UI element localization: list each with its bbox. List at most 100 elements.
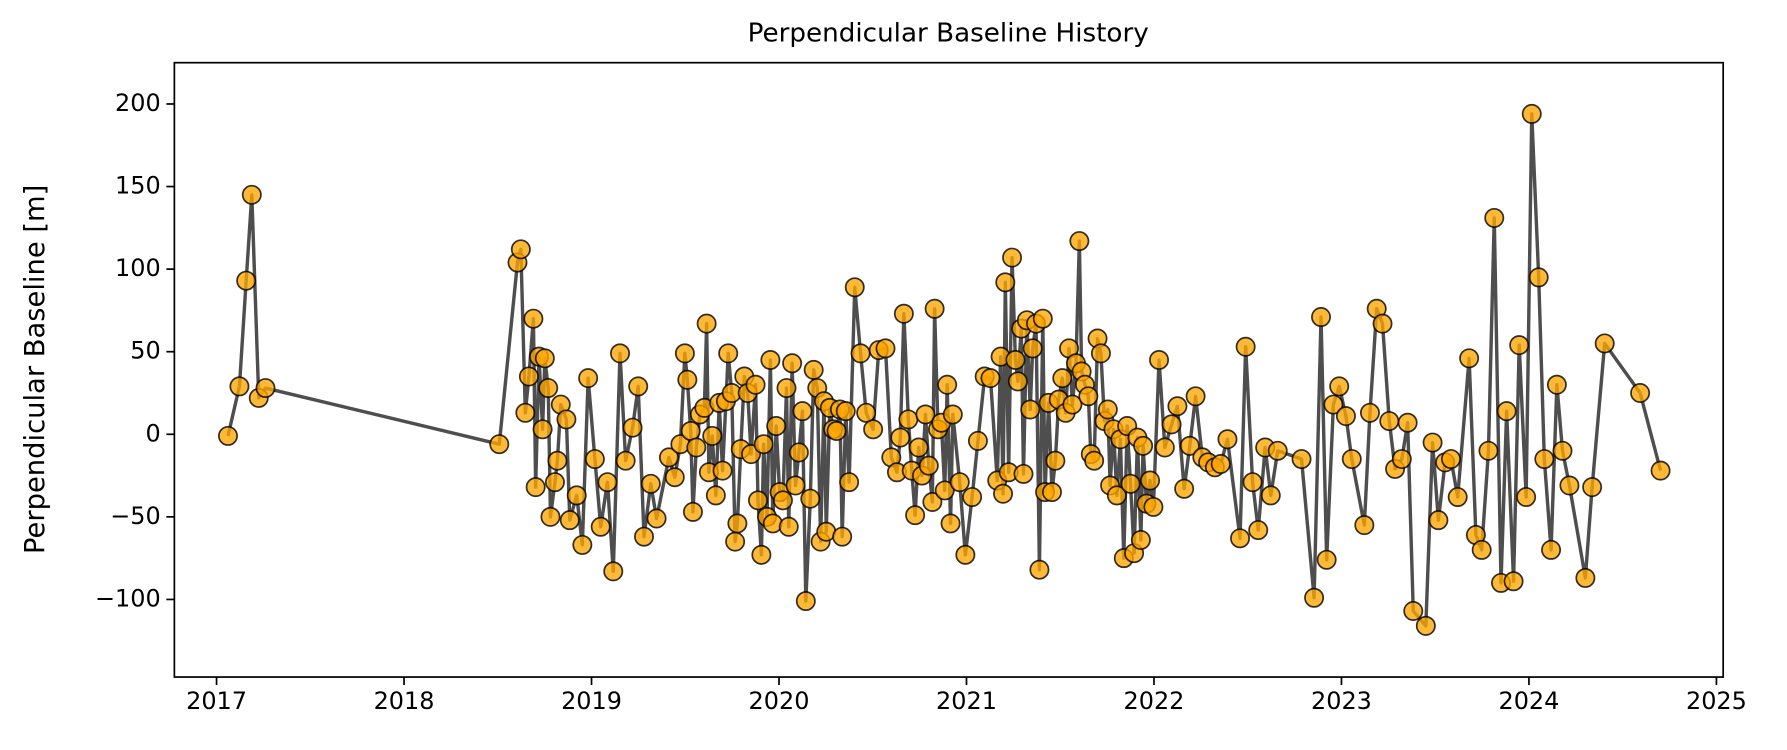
data-point [1084,450,1105,471]
data-point [236,270,257,291]
data-point [967,430,988,451]
data-point [844,277,865,298]
data-point [556,409,577,430]
data-point [1546,374,1567,395]
data-point [826,421,847,441]
data-point [658,447,679,468]
data-point [1133,435,1154,456]
data-point [962,487,983,508]
chart-title: Perpendicular Baseline History [748,19,1149,49]
data-point [993,483,1014,504]
x-tick-label: 2025 [1686,687,1747,715]
data-point [696,313,717,334]
data-point [1143,496,1164,517]
data-point [1007,371,1028,392]
data-point [1130,530,1151,550]
data-point [1403,601,1424,621]
data-point [1541,539,1562,560]
x-tick-label: 2023 [1311,687,1372,715]
data-point [566,485,587,506]
x-tick-label: 2021 [936,687,997,715]
x-tick-label: 2022 [1124,687,1185,715]
data-point [1341,449,1362,470]
data-point [839,472,860,493]
data-point [1069,231,1090,252]
data-point [937,374,958,395]
y-tick-label: 100 [115,254,161,282]
data-point [1304,587,1325,608]
data-point [1260,485,1281,506]
data-point [1005,349,1026,370]
data-point [980,368,1001,389]
data-point [725,531,746,552]
data-point [1650,460,1671,481]
data-point [532,419,553,440]
data-point [584,449,605,470]
data-point [1020,399,1041,420]
data-point [1316,549,1337,570]
data-point [1503,571,1524,592]
data-point [778,516,799,537]
data-point [1484,207,1505,228]
x-tick-label: 2020 [749,687,810,715]
data-point [572,534,593,555]
data-point [1052,368,1073,389]
data-point [1335,406,1356,427]
data-point [745,374,766,395]
data-point [646,508,667,529]
data-point [1154,437,1175,458]
data-point [1002,247,1023,268]
data-point [772,490,793,511]
data-point [680,421,701,441]
data-point [664,467,685,488]
data-point [776,378,797,399]
data-point [540,506,561,527]
data-point [640,473,661,494]
data-point [1106,485,1127,506]
data-point [1559,475,1580,496]
data-point [534,348,555,369]
data-point [1032,308,1053,329]
data-point [1242,472,1263,493]
data-point [1594,333,1615,354]
data-point [518,366,539,387]
data-point [1045,450,1066,471]
data-point [863,419,884,440]
data-point [924,298,945,319]
data-point [1397,412,1418,433]
data-point [1478,440,1499,461]
data-point [792,401,813,422]
data-point [1267,440,1288,461]
data-point [538,378,559,399]
data-point [1447,487,1468,508]
data-point [856,402,877,423]
data-point [1440,449,1461,470]
data-point [1120,473,1141,494]
x-tick-label: 2024 [1499,687,1560,715]
data-point [942,404,963,425]
data-point [1359,402,1380,423]
y-tick-label: 50 [130,337,160,365]
data-point [1185,386,1206,407]
x-tick-label: 2018 [374,687,435,715]
data-point [1029,559,1050,580]
data-point [525,477,546,498]
data-point [686,437,707,458]
data-point [922,492,943,512]
data-point [218,425,238,446]
data-point [1311,307,1331,327]
x-tick-label: 2017 [186,687,247,715]
data-point [1471,539,1492,560]
y-tick-label: 150 [115,172,161,200]
y-tick-label: −100 [95,584,161,612]
data-point [908,437,929,458]
data-point [995,272,1016,293]
data-point [705,485,726,506]
data-point [544,472,565,493]
data-point [1354,515,1375,536]
data-point [1509,335,1530,356]
data-point [1217,429,1238,450]
data-point [255,378,276,399]
data-point [1149,349,1170,370]
data-point [615,450,636,471]
